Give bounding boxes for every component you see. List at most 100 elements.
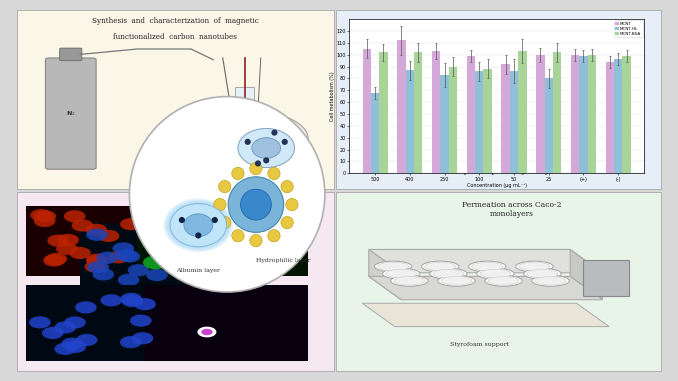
Text: Permeation across Caco-2
monolayers: Permeation across Caco-2 monolayers	[462, 201, 561, 218]
Circle shape	[92, 268, 114, 280]
Circle shape	[87, 255, 108, 267]
Circle shape	[35, 210, 56, 223]
Circle shape	[72, 219, 93, 232]
Text: Cytocompatibility assays: Cytocompatibility assays	[458, 167, 553, 175]
Circle shape	[54, 343, 76, 355]
Circle shape	[75, 301, 97, 314]
Circle shape	[140, 218, 164, 231]
Circle shape	[281, 181, 294, 193]
Circle shape	[285, 199, 298, 211]
Bar	[371, 93, 379, 173]
Circle shape	[263, 157, 269, 163]
Bar	[80, 223, 223, 293]
Circle shape	[86, 254, 108, 266]
Ellipse shape	[472, 262, 502, 271]
Bar	[605, 62, 614, 173]
Circle shape	[218, 181, 231, 193]
Text: functionalized  carbon  nanotubes: functionalized carbon nanotubes	[113, 33, 237, 41]
Bar	[144, 285, 308, 361]
Circle shape	[42, 327, 64, 339]
Circle shape	[268, 167, 280, 179]
Circle shape	[250, 162, 262, 175]
Circle shape	[100, 294, 122, 306]
Circle shape	[214, 199, 226, 211]
Circle shape	[241, 189, 271, 220]
FancyBboxPatch shape	[583, 260, 629, 296]
Bar	[614, 59, 622, 173]
Ellipse shape	[165, 200, 231, 251]
Bar	[544, 78, 553, 173]
Circle shape	[271, 130, 277, 136]
Ellipse shape	[488, 277, 519, 285]
Circle shape	[250, 234, 262, 247]
Bar	[588, 54, 596, 173]
Circle shape	[118, 274, 140, 286]
Ellipse shape	[238, 128, 294, 168]
Bar	[622, 56, 631, 173]
Circle shape	[232, 167, 244, 179]
Circle shape	[54, 321, 76, 334]
Legend: MCNT, MCNT-HL, MCNT-BSA: MCNT, MCNT-HL, MCNT-BSA	[614, 20, 643, 37]
Ellipse shape	[477, 268, 514, 279]
Circle shape	[281, 216, 294, 229]
Ellipse shape	[519, 262, 550, 271]
Circle shape	[115, 249, 137, 261]
Text: Styrofoam support: Styrofoam support	[450, 342, 508, 347]
Y-axis label: Cell metabolism (%): Cell metabolism (%)	[330, 71, 335, 121]
Circle shape	[129, 96, 325, 292]
Circle shape	[64, 210, 85, 223]
Circle shape	[57, 234, 79, 246]
Bar	[466, 56, 475, 173]
Circle shape	[69, 247, 91, 259]
Ellipse shape	[516, 261, 553, 272]
Text: Albumin layer: Albumin layer	[176, 268, 220, 274]
Bar	[432, 51, 441, 173]
Circle shape	[87, 261, 109, 273]
Bar	[571, 54, 579, 173]
Text: N$_2$: N$_2$	[66, 109, 75, 118]
Circle shape	[243, 227, 268, 241]
Circle shape	[45, 253, 67, 265]
Ellipse shape	[394, 277, 425, 285]
Circle shape	[98, 230, 119, 242]
Polygon shape	[369, 250, 603, 273]
Bar	[379, 52, 388, 173]
Circle shape	[113, 242, 134, 255]
Ellipse shape	[170, 203, 226, 247]
Bar	[26, 285, 165, 361]
Ellipse shape	[386, 269, 417, 278]
Circle shape	[179, 217, 185, 223]
Circle shape	[247, 231, 272, 245]
Polygon shape	[369, 250, 401, 300]
Circle shape	[31, 209, 52, 221]
Bar	[502, 64, 510, 173]
Ellipse shape	[391, 275, 428, 286]
Ellipse shape	[485, 275, 522, 286]
Circle shape	[29, 316, 51, 328]
Circle shape	[184, 244, 208, 258]
Circle shape	[144, 227, 168, 241]
Circle shape	[121, 293, 142, 305]
Text: Synthesis  and  characterization  of  magnetic: Synthesis and characterization of magnet…	[92, 17, 259, 25]
Circle shape	[212, 217, 218, 223]
Ellipse shape	[182, 110, 308, 167]
Circle shape	[162, 255, 184, 267]
Circle shape	[56, 243, 77, 255]
Circle shape	[197, 327, 216, 338]
Circle shape	[120, 218, 142, 231]
Circle shape	[134, 298, 156, 311]
Circle shape	[195, 232, 201, 239]
Bar	[553, 52, 561, 173]
Circle shape	[240, 222, 264, 236]
Circle shape	[157, 223, 180, 237]
Ellipse shape	[430, 268, 467, 279]
Bar	[483, 69, 492, 173]
Polygon shape	[362, 303, 609, 327]
Bar	[414, 52, 422, 173]
Circle shape	[143, 256, 167, 269]
Circle shape	[107, 251, 129, 264]
X-axis label: Concentration (μg mL⁻¹): Concentration (μg mL⁻¹)	[466, 183, 527, 188]
Polygon shape	[570, 250, 603, 300]
Circle shape	[96, 252, 118, 264]
Circle shape	[43, 255, 64, 267]
